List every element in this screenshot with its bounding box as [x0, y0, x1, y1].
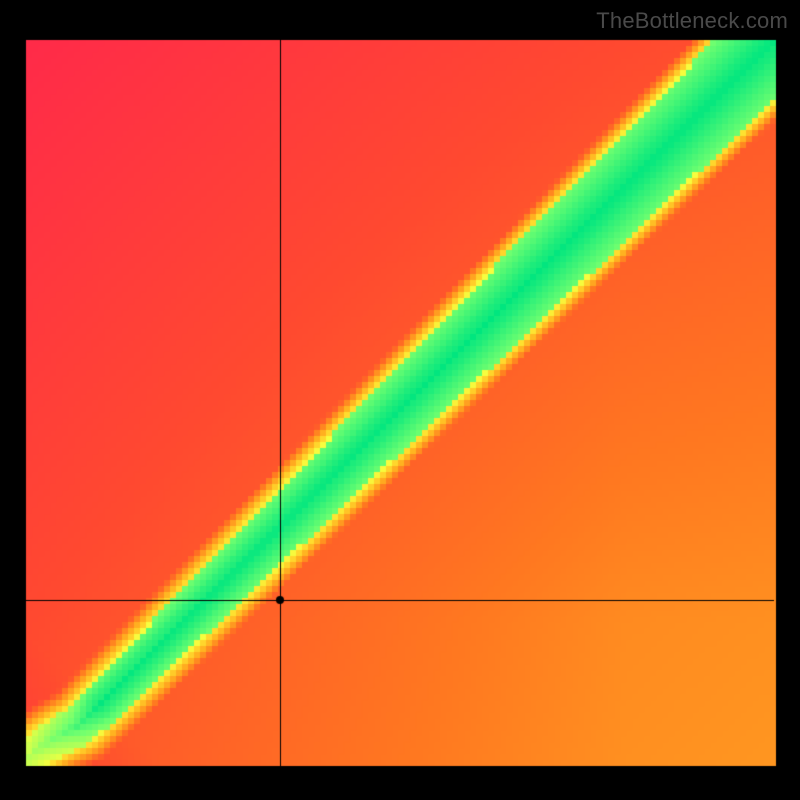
site-watermark: TheBottleneck.com	[596, 8, 788, 34]
bottleneck-heatmap	[0, 0, 800, 800]
chart-root: TheBottleneck.com	[0, 0, 800, 800]
